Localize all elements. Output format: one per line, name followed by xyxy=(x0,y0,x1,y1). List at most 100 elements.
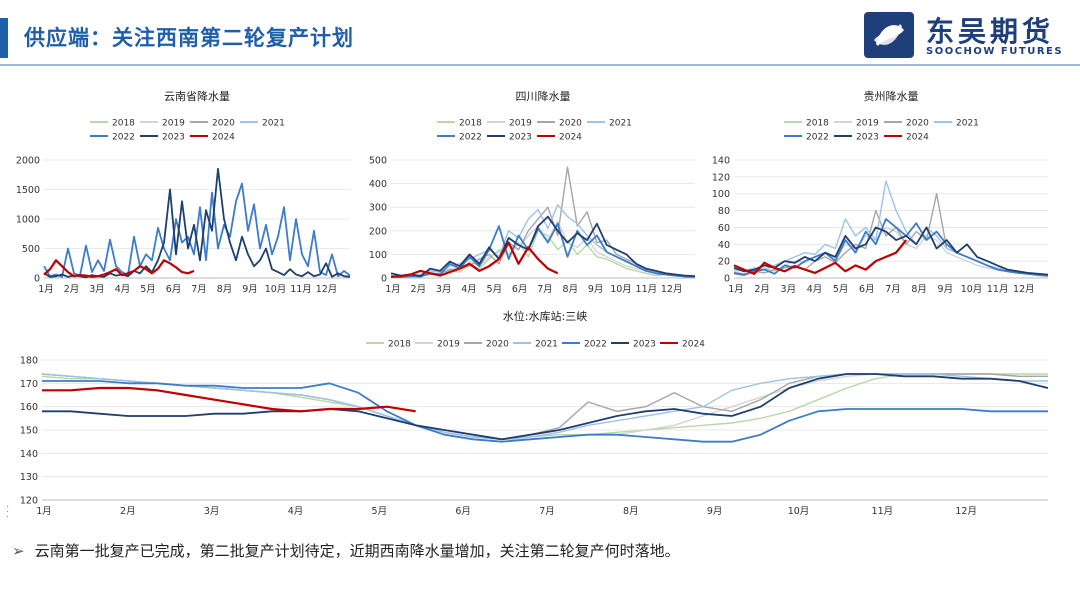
x-tick-label: 7月 xyxy=(191,284,207,295)
y-tick-label: 0 xyxy=(381,274,387,285)
y-tick-label: 120 xyxy=(20,496,38,507)
series-line-2024 xyxy=(42,386,416,413)
y-tick-label: 1000 xyxy=(16,215,40,226)
y-tick-label: 80 xyxy=(718,206,730,217)
y-tick-label: 500 xyxy=(22,244,40,255)
chart-sichuan-rainfall: 四川降水量 2018 2019 2020 2021 2022 2023 2024 0 100 200… xyxy=(357,86,702,301)
y-tick-label: 500 xyxy=(369,156,387,167)
y-tick-label: 1500 xyxy=(16,185,40,196)
x-tick-label: 5月 xyxy=(140,284,156,295)
logo-mark-icon xyxy=(864,12,914,58)
y-tick-label: 2000 xyxy=(16,156,40,167)
y-tick-label: 40 xyxy=(718,240,730,251)
x-tick-label: 1月 xyxy=(36,506,52,517)
x-tick-label: 8月 xyxy=(623,506,639,517)
series-line-2023 xyxy=(42,373,1049,441)
x-tick-label: 6月 xyxy=(512,284,528,295)
series-line-2022 xyxy=(390,222,696,279)
legend-label-2024: 2024 xyxy=(212,133,235,143)
x-tick-label: 1月 xyxy=(385,284,401,295)
y-tick-label: 150 xyxy=(20,426,38,437)
x-tick-label: 7月 xyxy=(537,284,553,295)
legend-label-2022: 2022 xyxy=(584,340,607,350)
legend-label-2021: 2021 xyxy=(956,119,979,129)
legend-label-2019: 2019 xyxy=(509,119,532,129)
y-tick-label: 140 xyxy=(20,449,38,460)
bullet-note: ➢ 云南第一批复产已完成，第二批复产计划待定，近期西南降水量增加，关注第二轮复产何… xyxy=(12,540,680,561)
title-accent-bar xyxy=(0,18,8,58)
series-line-2024 xyxy=(390,241,559,278)
x-tick-label: 2月 xyxy=(120,506,136,517)
page-title: 供应端：关注西南第二轮复产计划 xyxy=(24,26,354,50)
legend-label-2024: 2024 xyxy=(559,133,582,143)
x-tick-label: 6月 xyxy=(166,284,182,295)
x-tick-label: 5月 xyxy=(833,284,849,295)
x-tick-label: 4月 xyxy=(807,284,823,295)
x-tick-label: 3月 xyxy=(781,284,797,295)
chart-three-gorges-water-level: 水位:水库站:三峡 2018 2019 2020 2021 2022 2023 2024 120… xyxy=(10,306,1070,521)
y-tick-label: 130 xyxy=(20,472,38,483)
x-tick-label: 4月 xyxy=(115,284,131,295)
series-line-2022 xyxy=(733,218,1049,277)
y-tick-label: 20 xyxy=(718,257,730,268)
y-tick-label: 200 xyxy=(369,226,387,237)
x-tick-label: 4月 xyxy=(461,284,477,295)
x-tick-label: 10月 xyxy=(961,284,983,295)
y-tick-label: 180 xyxy=(20,356,38,367)
x-tick-label: 7月 xyxy=(539,506,555,517)
y-tick-label: 400 xyxy=(369,179,387,190)
legend-label-2020: 2020 xyxy=(212,119,235,129)
x-tick-label: 9月 xyxy=(242,284,258,295)
series-line-2021 xyxy=(733,180,1049,276)
y-tick-label: 140 xyxy=(712,156,730,167)
legend-label-2022: 2022 xyxy=(112,133,135,143)
x-tick-label: 3月 xyxy=(89,284,105,295)
chart-title: 水位:水库站:三峡 xyxy=(503,309,587,323)
x-tick-label: 9月 xyxy=(938,284,954,295)
x-tick-label: 5月 xyxy=(372,506,388,517)
x-tick-label: 10月 xyxy=(788,506,810,517)
legend-label-2023: 2023 xyxy=(509,133,532,143)
y-tick-label: 100 xyxy=(712,189,730,200)
x-tick-label: 12月 xyxy=(316,284,338,295)
legend-label-2023: 2023 xyxy=(633,340,656,350)
legend-label-2018: 2018 xyxy=(806,119,829,129)
legend-label-2020: 2020 xyxy=(486,340,509,350)
legend-label-2020: 2020 xyxy=(906,119,929,129)
series-line-2023 xyxy=(733,226,1049,276)
x-tick-label: 6月 xyxy=(455,506,471,517)
y-tick-label: 300 xyxy=(369,203,387,214)
x-tick-label: 8月 xyxy=(911,284,927,295)
chart-yunnan-rainfall: 云南省降水量 2018 2019 2020 2021 2022 2023 2024 0 500 10… xyxy=(10,86,355,301)
x-tick-label: 1月 xyxy=(38,284,54,295)
legend-label-2019: 2019 xyxy=(856,119,879,129)
y-tick-label: 0 xyxy=(724,274,730,285)
logo-text-en: SOOCHOW FUTURES xyxy=(926,46,1064,57)
legend-label-2022: 2022 xyxy=(806,133,829,143)
legend-label-2023: 2023 xyxy=(162,133,185,143)
legend-label-2024: 2024 xyxy=(682,340,705,350)
x-tick-label: 8月 xyxy=(217,284,233,295)
x-tick-label: 4月 xyxy=(288,506,304,517)
legend-label-2020: 2020 xyxy=(559,119,582,129)
chart-svg: 云南省降水量 2018 2019 2020 2021 2022 2023 2024 0 500 10… xyxy=(16,89,351,295)
chart-title: 云南省降水量 xyxy=(164,89,230,103)
y-tick-label: 120 xyxy=(712,172,730,183)
legend-label-2021: 2021 xyxy=(609,119,632,129)
x-tick-label: 8月 xyxy=(563,284,579,295)
x-tick-label: 11月 xyxy=(872,506,894,517)
x-tick-label: 7月 xyxy=(885,284,901,295)
x-tick-label: 2月 xyxy=(411,284,427,295)
chart-svg: 水位:水库站:三峡 2018 2019 2020 2021 2022 2023 2024 120… xyxy=(20,309,1049,517)
series-line-2021 xyxy=(390,204,696,277)
y-tick-label: 100 xyxy=(369,250,387,261)
bullet-arrow-icon: ➢ xyxy=(12,542,25,560)
x-tick-label: 12月 xyxy=(661,284,683,295)
x-tick-label: 12月 xyxy=(955,506,977,517)
legend-label-2018: 2018 xyxy=(459,119,482,129)
logo-text-cn: 东吴期货 xyxy=(926,15,1055,48)
x-tick-label: 11月 xyxy=(987,284,1009,295)
x-tick-label: 11月 xyxy=(636,284,658,295)
chart-svg: 四川降水量 2018 2019 2020 2021 2022 2023 2024 0 100 200… xyxy=(369,89,696,295)
company-logo: 东吴期货 SOOCHOW FUTURES xyxy=(862,8,1072,62)
